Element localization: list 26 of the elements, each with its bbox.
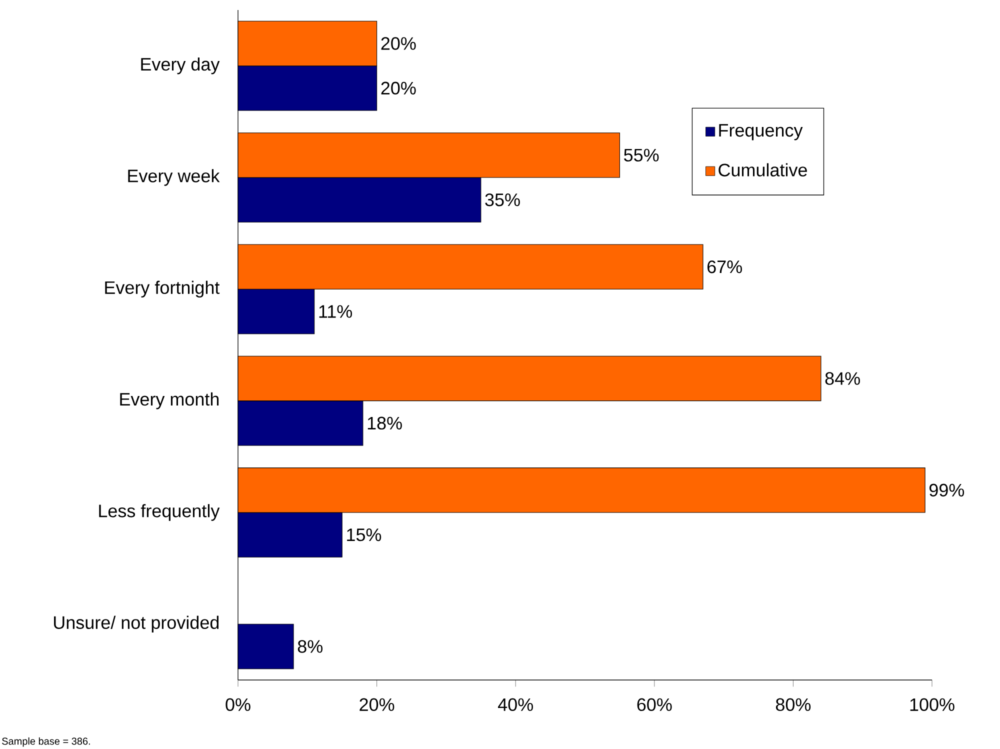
y-tick-label: Less frequently (99, 504, 220, 521)
y-tick-label: Every day (141, 57, 220, 74)
data-label: 20% (381, 37, 416, 50)
x-tick-label: 80% (776, 698, 811, 711)
x-tick-label: 100% (910, 698, 954, 711)
data-label: 84% (825, 372, 860, 385)
y-tick-label: Unsure/ not provided (54, 616, 219, 633)
y-tick-label: Every fortnight (105, 280, 220, 298)
y-tick-label: Every month (120, 392, 219, 410)
data-label: 99% (929, 484, 964, 497)
data-label: 15% (347, 528, 382, 542)
x-tick-label: 0% (226, 698, 250, 711)
x-tick-label: 20% (360, 698, 394, 711)
legend-label: Frequency (719, 124, 803, 140)
text: Sample base = 386. (2, 737, 90, 747)
data-label: 11% (319, 305, 352, 318)
data-label: 18% (368, 416, 402, 430)
data-label: 55% (624, 148, 659, 162)
data-label: 8% (298, 640, 322, 653)
legend-label: Cumulative (718, 163, 807, 176)
x-tick-label: 60% (637, 698, 672, 711)
x-tick-label: 40% (498, 698, 533, 711)
data-label: 67% (708, 260, 742, 274)
data-label: 35% (485, 193, 520, 206)
data-label: 20% (381, 82, 416, 95)
y-tick-label: Every week (128, 169, 220, 186)
